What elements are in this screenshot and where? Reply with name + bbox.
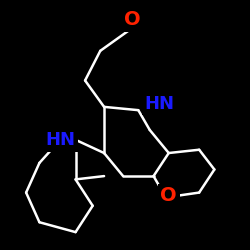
Text: O: O xyxy=(160,186,177,205)
Text: HN: HN xyxy=(144,94,174,112)
Text: O: O xyxy=(124,10,141,29)
Text: HN: HN xyxy=(45,131,75,149)
